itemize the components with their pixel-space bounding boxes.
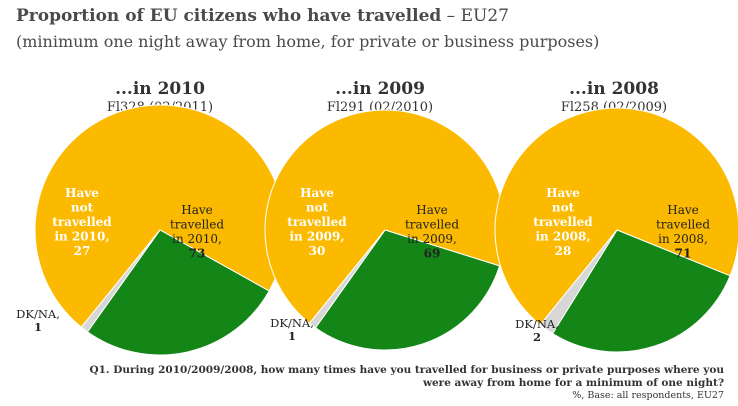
- pie-title: ...in 2010: [115, 79, 205, 99]
- pie-value: 27: [74, 244, 91, 258]
- pie-value: 2: [533, 330, 541, 344]
- pie-subtitle: Fl291 (02/2010): [326, 100, 434, 115]
- chart-subtitle: (minimum one night away from home, for p…: [16, 32, 600, 51]
- pie-label-not-travelled: Have not travelled in 2010, 27: [52, 186, 112, 258]
- pie-value: 30: [309, 244, 326, 258]
- pie-slice-dkna: [539, 229, 618, 335]
- pie-label-not-travelled: Have not travelled in 2009, 30: [287, 186, 347, 258]
- pie-value: 69: [424, 247, 441, 261]
- pie-value: 1: [34, 320, 42, 334]
- pie-slice-travelled: [264, 109, 506, 324]
- base-note: %, Base: all respondents, EU27: [572, 390, 724, 401]
- pie-value: 73: [189, 247, 206, 261]
- pie-slice-not-travelled: [314, 229, 501, 351]
- pie-label-dkna: DK/NA, 1: [16, 307, 60, 334]
- pie-header-2009: ...in 2009 Fl291 (02/2010): [280, 79, 480, 117]
- pie-slice-dkna: [80, 229, 161, 333]
- pie-slice-not-travelled: [551, 229, 731, 353]
- question-note: Q1. During 2010/2009/2008, how many time…: [89, 364, 724, 389]
- chart-title: Proportion of EU citizens who have trave…: [16, 6, 509, 26]
- pie-slice-dkna: [308, 229, 386, 329]
- pie-label-dkna: DK/NA, 2: [515, 317, 559, 344]
- pie-label-travelled: Have travelled in 2010, 73: [170, 203, 224, 261]
- pie-value: 28: [555, 244, 572, 258]
- pie-title: ...in 2009: [335, 79, 425, 99]
- chart-title-bold: Proportion of EU citizens who have trave…: [16, 6, 442, 26]
- pie-value: 71: [675, 247, 692, 261]
- pie-label-travelled: Have travelled in 2009, 69: [405, 203, 459, 261]
- pie-label-dkna: DK/NA, 1: [270, 316, 314, 343]
- pie-label-travelled: Have travelled in 2008, 71: [656, 203, 710, 261]
- pie-value: 1: [288, 329, 296, 343]
- pie-slice-not-travelled: [86, 229, 270, 356]
- pie-label-not-travelled: Have not travelled in 2008, 28: [533, 186, 593, 258]
- chart-title-suffix: – EU27: [441, 6, 509, 26]
- pie-title: ...in 2008: [569, 79, 659, 99]
- pie-slice-travelled: [494, 107, 738, 326]
